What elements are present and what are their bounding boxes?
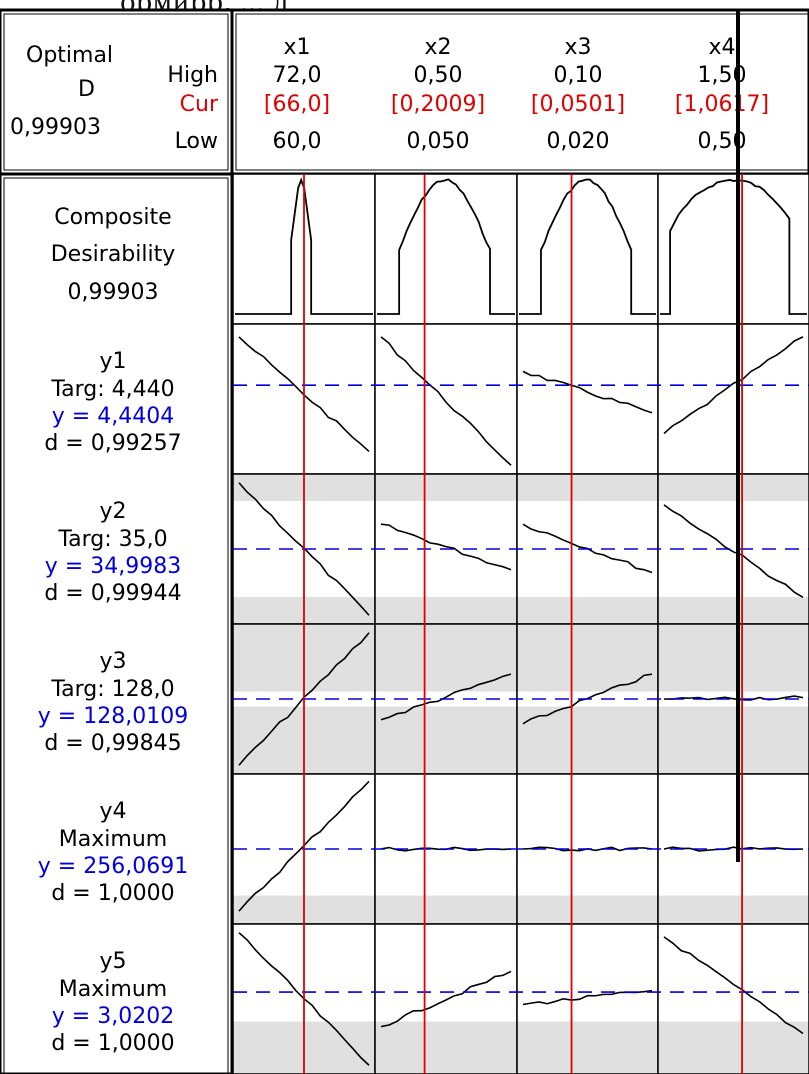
factor-high-x2: 0,50 <box>414 63 463 88</box>
response-desirability-y2: d = 0,99944 <box>44 581 181 606</box>
response-curve-y1-x3 <box>522 370 653 414</box>
response-desirability-y1: d = 0,99257 <box>44 431 181 456</box>
cur-label: Cur <box>180 92 219 117</box>
response-name-y1: y1 <box>99 349 126 374</box>
factor-high-x3: 0,10 <box>554 63 603 88</box>
response-desirability-y4: d = 1,0000 <box>51 881 174 906</box>
factor-low-x2: 0,050 <box>407 129 470 154</box>
optimal-label: Optimal <box>26 43 113 68</box>
plot-overlay <box>303 10 743 1074</box>
composite-title: Composite <box>54 205 171 230</box>
factor-headers: x1 72,0 [66,0] 60,0 x2 0,50 [0,2009] 0,050 x3 0,1… <box>264 35 769 154</box>
factor-name-x3: x3 <box>564 35 591 60</box>
response-curve-y3-x2 <box>380 673 512 721</box>
low-label: Low <box>175 129 218 154</box>
response-prediction-y1: y = 4,4404 <box>52 404 174 429</box>
composite-subtitle: Desirability <box>51 242 176 267</box>
factor-low-x3: 0,020 <box>547 129 610 154</box>
response-curve-y3-x4 <box>663 695 804 701</box>
cell-band-y4-x3 <box>517 774 658 896</box>
response-name-y4: y4 <box>99 799 126 824</box>
composite-curve-x1 <box>235 177 373 315</box>
optimal-box-inner <box>3 13 229 171</box>
response-prediction-y3: y = 128,0109 <box>38 704 188 729</box>
composite-cell-x3 <box>516 173 659 325</box>
factor-name-x2: x2 <box>424 35 451 60</box>
response-curve-y4-x4 <box>663 846 804 852</box>
optimal-d-label: D <box>78 77 95 102</box>
response-goal-y3: Targ: 128,0 <box>50 677 174 702</box>
response-curve-y2-x4 <box>663 504 804 598</box>
response-goal-y5: Maximum <box>59 977 167 1002</box>
factor-low-x1: 60,0 <box>273 129 322 154</box>
cell-band-y5-x2 <box>375 924 517 1022</box>
response-name-y2: y2 <box>99 499 126 524</box>
factor-cur-x1: [66,0] <box>264 92 330 117</box>
response-prediction-y2: y = 34,9983 <box>45 554 181 579</box>
response-goal-y4: Maximum <box>59 827 167 852</box>
cell-frame-y5-x4 <box>657 923 809 1074</box>
factor-box-inner <box>235 13 809 171</box>
response-label-column <box>0 172 234 1074</box>
high-label: High <box>167 63 218 88</box>
cell-band-y5-x4 <box>658 924 809 1022</box>
factor-high-x1: 72,0 <box>273 63 322 88</box>
factor-cur-x3: [0,0501] <box>531 92 625 117</box>
response-name-y3: y3 <box>99 649 126 674</box>
plot-cells <box>232 173 809 1074</box>
response-prediction-y4: y = 256,0691 <box>38 854 188 879</box>
factor-name-x1: x1 <box>283 35 310 60</box>
cell-band-y4-x2 <box>375 774 517 896</box>
factor-name-x4: x4 <box>708 35 735 60</box>
response-curve-y1-x4 <box>663 336 804 435</box>
response-curve-y5-x2 <box>380 970 512 1028</box>
response-curve-y5-x4 <box>663 936 804 1035</box>
composite-curve-x4 <box>660 179 807 315</box>
composite-curve-x3 <box>519 178 656 315</box>
response-label-column-inner <box>3 177 229 1074</box>
cell-band-y5-x3 <box>517 924 658 1022</box>
response-goal-y1: Targ: 4,440 <box>50 377 174 402</box>
response-curve-y1-x2 <box>380 336 512 466</box>
factor-cur-x4: [1,0617] <box>675 92 769 117</box>
cell-band-y4-x4 <box>658 774 809 896</box>
response-desirability-y3: d = 0,99845 <box>44 731 181 756</box>
factor-cur-x2: [0,2009] <box>391 92 485 117</box>
response-desirability-y5: d = 1,0000 <box>51 1031 174 1056</box>
factor-box <box>230 8 809 176</box>
composite-cell-x2 <box>374 173 518 325</box>
optimal-d-value: 0,99903 <box>10 115 101 140</box>
response-goal-y2: Targ: 35,0 <box>57 527 167 552</box>
response-prediction-y5: y = 3,0202 <box>52 1004 174 1029</box>
response-curve-y2-x2 <box>380 523 512 571</box>
composite-curve-x2 <box>377 178 515 315</box>
composite-cell-x4 <box>657 173 809 325</box>
composite-value: 0,99903 <box>68 280 159 305</box>
cell-bg-y1-x3 <box>517 324 658 474</box>
response-name-y5: y5 <box>99 949 126 974</box>
optimal-box <box>0 8 234 176</box>
cell-bg-y1-x4 <box>658 324 809 474</box>
